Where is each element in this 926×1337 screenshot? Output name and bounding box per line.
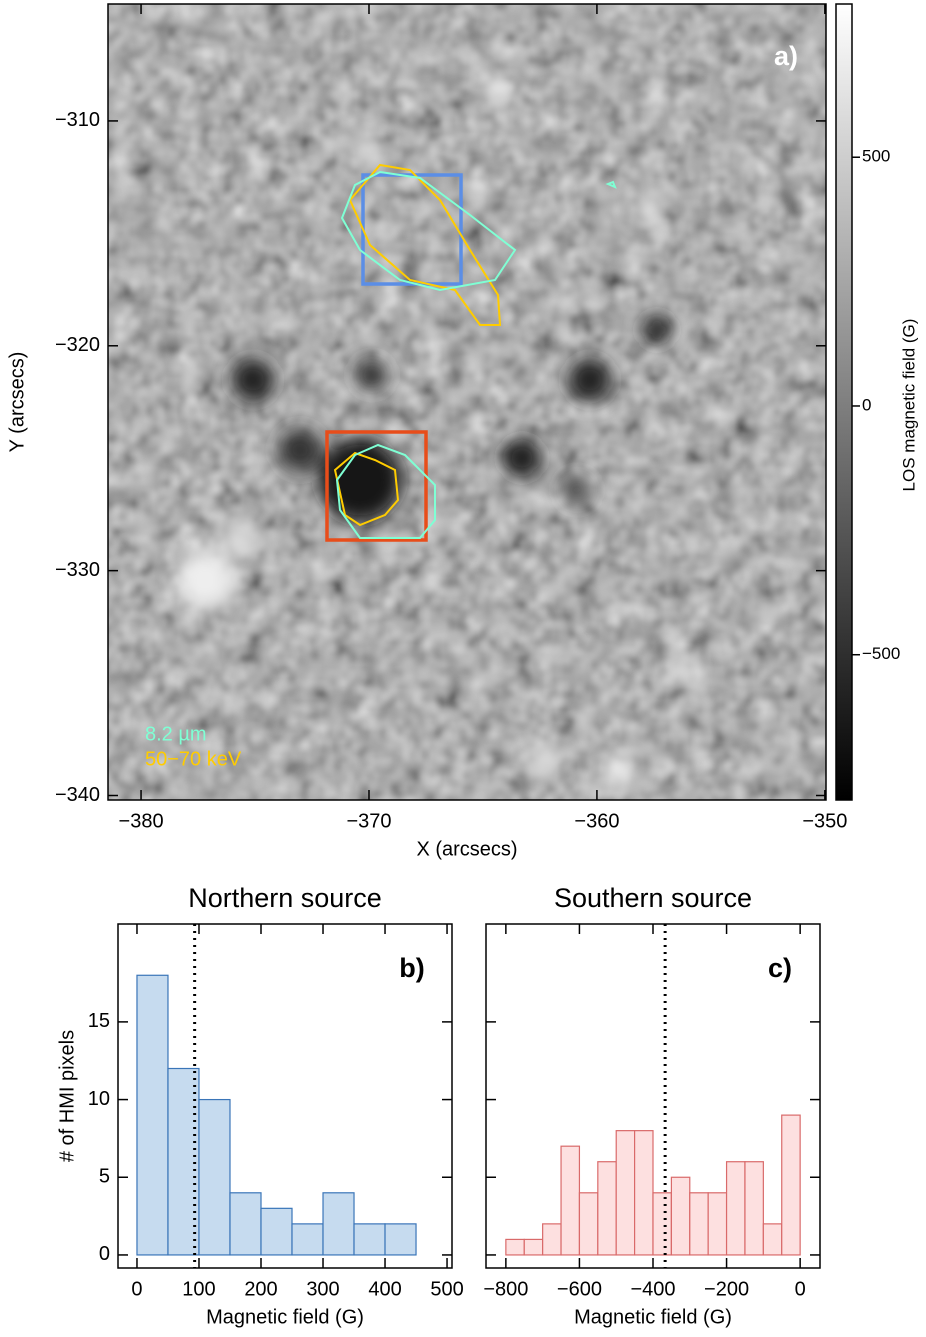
magnetogram	[108, 4, 826, 800]
colorbar-tick-label: −500	[862, 644, 900, 663]
histogram-bar	[762, 1223, 783, 1256]
histogram-bar	[384, 1223, 417, 1256]
colorbar-label: LOS magnetic field (G)	[899, 319, 918, 492]
x-tick-label: −370	[346, 810, 391, 832]
x-tick-label: −380	[119, 810, 164, 832]
panel-label: b)	[399, 953, 424, 983]
colorbar-tick-label: 0	[862, 395, 871, 414]
frame-b	[117, 923, 453, 1269]
histogram-bar	[542, 1223, 562, 1256]
histogram-bar	[560, 1145, 581, 1256]
histogram-bar	[291, 1223, 324, 1256]
histogram-bar	[615, 1130, 636, 1256]
y-axis-label: Y (arcsecs)	[6, 352, 28, 453]
x-axis-label: Magnetic field (G)	[574, 1306, 732, 1328]
x-tick-label: 0	[131, 1278, 142, 1300]
spots	[175, 76, 694, 786]
histogram-bar	[670, 1176, 691, 1256]
panel-title: Northern source	[188, 883, 382, 913]
x-tick-label: 400	[368, 1278, 401, 1300]
histogram-bar	[578, 1192, 599, 1256]
x-tick-label: −360	[574, 810, 619, 832]
southern-box	[325, 430, 428, 542]
contour-hxr-south	[333, 451, 400, 527]
panel-label: a)	[774, 41, 798, 71]
histogram-bar	[505, 1238, 525, 1256]
histogram-bar	[229, 1192, 262, 1256]
x-tick-label: 100	[182, 1278, 215, 1300]
histogram-bar	[652, 1192, 672, 1256]
y-tick-label: −310	[55, 109, 100, 131]
frame-a	[107, 3, 827, 801]
contour-hxr-north	[348, 163, 502, 326]
histogram-bar	[707, 1192, 728, 1256]
y-tick-label: 0	[99, 1243, 110, 1265]
contour-ir-south	[335, 443, 436, 539]
y-tick-label: 10	[88, 1088, 110, 1110]
colorbar	[835, 3, 853, 801]
histogram-bar	[725, 1161, 746, 1256]
x-tick-label: −400	[630, 1278, 675, 1300]
x-tick-label: −200	[704, 1278, 749, 1300]
y-tick-label: 15	[88, 1010, 110, 1032]
histogram-bar	[198, 1098, 231, 1256]
colorbar-tick-label: 500	[862, 147, 890, 166]
histogram-bar	[781, 1114, 801, 1256]
legend-entry: 8.2 µm	[145, 723, 207, 745]
x-tick-label: −600	[557, 1278, 602, 1300]
panel-title: Southern source	[554, 883, 752, 913]
panel-label: c)	[768, 953, 792, 983]
x-tick-label: −800	[483, 1278, 528, 1300]
histogram-bar	[353, 1223, 386, 1256]
histogram-bar	[136, 974, 169, 1256]
y-tick-label: −320	[55, 334, 100, 356]
y-tick-label: 5	[99, 1166, 110, 1188]
y-tick-label: −330	[55, 559, 100, 581]
x-tick-label: 300	[306, 1278, 339, 1300]
x-tick-label: 0	[795, 1278, 806, 1300]
x-axis-label: X (arcsecs)	[416, 838, 517, 860]
x-tick-label: 500	[430, 1278, 463, 1300]
histogram-bar	[523, 1238, 544, 1256]
x-tick-label: 200	[244, 1278, 277, 1300]
magnetogram-texture	[108, 4, 826, 800]
histogram-bar	[689, 1192, 709, 1256]
histogram-bar	[744, 1161, 764, 1256]
x-tick-label: −350	[802, 810, 847, 832]
histogram-bar	[322, 1192, 355, 1256]
x-axis-label: Magnetic field (G)	[206, 1306, 364, 1328]
histogram-bar	[260, 1207, 293, 1256]
histogram-bar	[634, 1130, 654, 1256]
contour-ir-north	[340, 170, 517, 292]
contour-ir-small	[605, 180, 617, 189]
legend-entry: 50−70 keV	[145, 748, 242, 770]
y-axis-label: # of HMI pixels	[56, 1030, 78, 1162]
y-tick-label: −340	[55, 784, 100, 806]
histogram-bar	[597, 1161, 617, 1256]
